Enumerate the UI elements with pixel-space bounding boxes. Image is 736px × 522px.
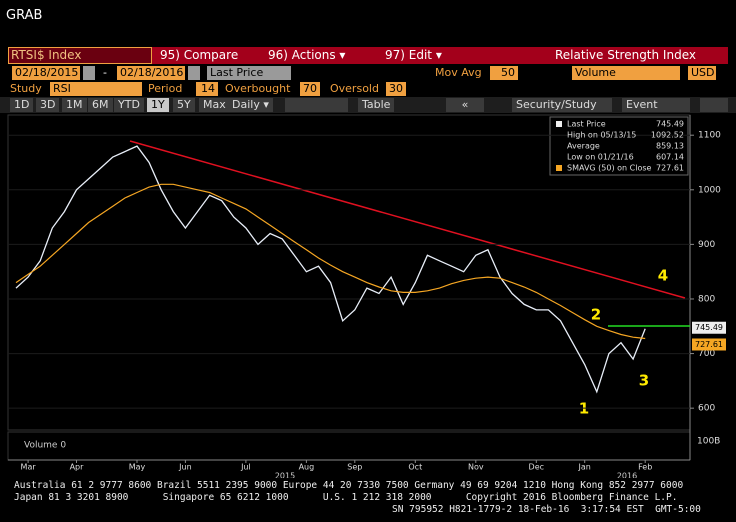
legend-label: SMAVG (50) on Close	[567, 164, 652, 173]
x-tick-label: Jan	[578, 463, 591, 472]
y-tick-label: 1000	[698, 185, 721, 195]
legend-value: 1092.52	[651, 131, 684, 140]
calendar-icon[interactable]	[83, 66, 95, 80]
x-tick-label: Nov	[468, 463, 484, 472]
menu-bar	[150, 47, 728, 64]
x-tick-label: Sep	[347, 463, 362, 472]
frequency-button[interactable]: Daily ▾	[228, 98, 273, 112]
overbought-field[interactable]: 70	[300, 82, 320, 96]
last-value-label: 727.61	[695, 340, 723, 349]
x-tick-label: Apr	[70, 463, 85, 472]
volume-axis-label: 100B	[697, 437, 720, 447]
range-button[interactable]: 1M	[62, 98, 87, 112]
period-label: Period	[148, 82, 183, 95]
legend-label: Last Price	[567, 120, 606, 129]
moving-average-line	[15, 183, 646, 340]
annotation: 2	[591, 306, 601, 324]
range-button[interactable]: YTD	[114, 98, 144, 112]
overbought-label: Overbought	[225, 82, 291, 95]
menu-item[interactable]: 95) Compare	[160, 48, 239, 62]
y-tick-label: 700	[698, 349, 715, 359]
range-button[interactable]: 6M	[88, 98, 113, 112]
x-tick-label: Oct	[408, 463, 422, 472]
year-label: 2016	[617, 472, 637, 479]
candle-icon[interactable]	[312, 98, 348, 112]
legend-swatch	[556, 165, 562, 171]
legend-box	[549, 116, 689, 176]
x-tick-label: Feb	[638, 463, 652, 472]
oversold-label: Oversold	[330, 82, 379, 95]
annotation: 4	[658, 267, 668, 285]
year-label: 2015	[275, 472, 295, 479]
y-tick-label: 800	[698, 294, 715, 304]
x-tick-label: Jul	[240, 463, 251, 472]
volume-frame	[7, 431, 691, 461]
menu-item[interactable]: 96) Actions ▾	[268, 48, 346, 62]
calendar-icon[interactable]	[188, 66, 200, 80]
price-line	[15, 145, 646, 394]
event-button[interactable]: Event	[622, 98, 690, 112]
annotation: 3	[639, 372, 649, 390]
range-button[interactable]: 3D	[36, 98, 60, 112]
x-tick-label: Dec	[529, 463, 544, 472]
chart-icon[interactable]	[285, 98, 313, 112]
lower-field[interactable]: Volume	[572, 66, 680, 80]
last-value-tag	[692, 338, 726, 351]
study-field[interactable]: RSI	[50, 82, 142, 96]
legend-label: Low on 01/21/16	[567, 153, 634, 162]
trend-line	[129, 140, 686, 299]
screen-title: GRAB	[6, 8, 43, 23]
date-separator: -	[103, 66, 107, 79]
legend-value: 859.13	[656, 142, 684, 151]
last-value-tag	[692, 321, 726, 334]
study-label: Study	[10, 82, 42, 95]
range-button[interactable]: 5Y	[173, 98, 195, 112]
security-study-button[interactable]: Security/Study	[512, 98, 612, 112]
footer-line: Japan 81 3 3201 8900 Singapore 65 6212 1…	[14, 492, 678, 503]
footer-line: SN 795952 H821-1779-2 18-Feb-16 3:17:54 …	[392, 504, 701, 515]
range-button[interactable]: 1Y	[147, 98, 169, 112]
legend-label: Average	[567, 142, 600, 151]
volume-label: Volume 0	[24, 441, 66, 451]
y-tick-label: 600	[698, 404, 715, 414]
legend-value: 607.14	[656, 153, 684, 162]
period-field[interactable]: 14	[196, 82, 218, 96]
range-button[interactable]: Max	[199, 98, 230, 112]
ticker-box[interactable]: RTSI$ Index	[8, 47, 152, 64]
study-title: Relative Strength Index	[555, 48, 696, 62]
legend-value: 727.61	[656, 164, 684, 173]
mov-avg-label: Mov Avg	[435, 66, 482, 79]
end-date[interactable]: 02/18/2016	[117, 66, 185, 80]
mov-avg-field[interactable]: 50	[490, 66, 518, 80]
legend-label: High on 05/13/15	[567, 131, 636, 140]
legend-value: 745.49	[656, 120, 684, 129]
back-button[interactable]: «	[446, 98, 484, 112]
table-button[interactable]: Table	[358, 98, 395, 112]
currency-field[interactable]: USD	[688, 66, 716, 80]
x-tick-label: May	[129, 463, 146, 472]
settings-button[interactable]	[700, 98, 728, 112]
x-tick-label: Aug	[299, 463, 315, 472]
legend-swatch	[556, 121, 562, 127]
x-tick-label: Mar	[21, 463, 37, 472]
oversold-field[interactable]: 30	[386, 82, 406, 96]
x-tick-label: Jun	[178, 463, 192, 472]
menu-item[interactable]: 97) Edit ▾	[385, 48, 442, 62]
last-value-label: 745.49	[695, 323, 723, 332]
price-field[interactable]: Last Price	[207, 66, 291, 80]
start-date[interactable]: 02/18/2015	[12, 66, 80, 80]
footer-line: Australia 61 2 9777 8600 Brazil 5511 239…	[14, 480, 684, 491]
y-tick-label: 900	[698, 240, 715, 250]
y-tick-label: 1100	[698, 131, 721, 141]
chart: Volume 0 100B 2015 2016 1 2 3 4 60070080…	[7, 114, 726, 479]
range-button[interactable]: 1D	[10, 98, 34, 112]
